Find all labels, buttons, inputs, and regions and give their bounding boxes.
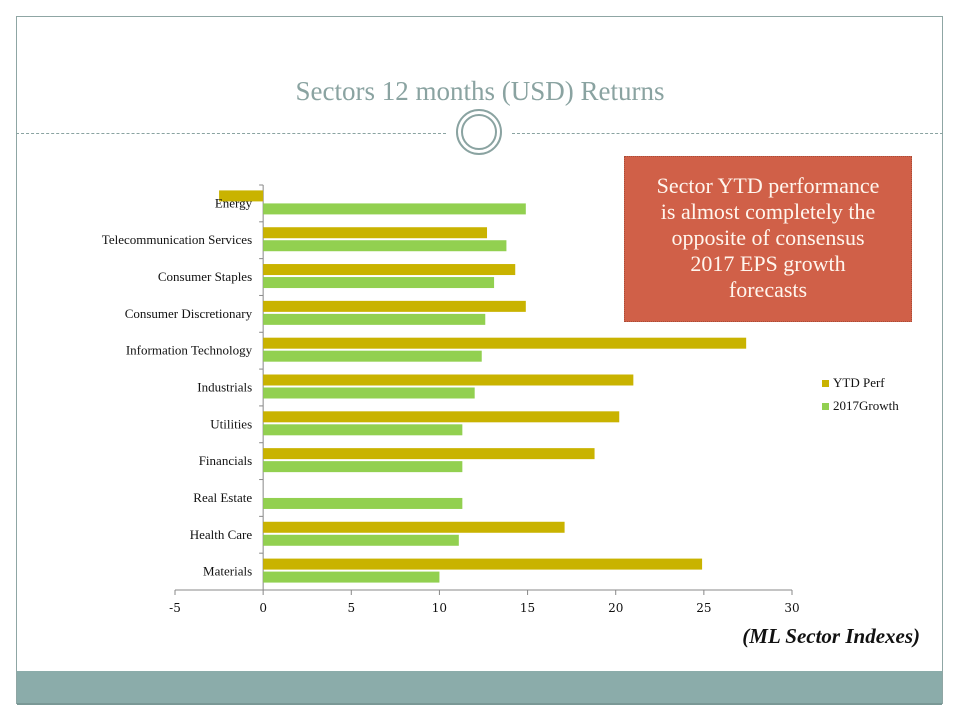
bar-ytd-perf (263, 521, 565, 533)
callout-line: forecasts (728, 277, 808, 302)
category-label: Health Care (190, 527, 253, 542)
ring-ornament-icon (456, 109, 502, 155)
bar-2017-growth (263, 571, 440, 583)
bar-2017-growth (263, 203, 526, 215)
bar-2017-growth (263, 461, 463, 473)
x-tick-label: 5 (347, 601, 355, 615)
callout-line: Sector YTD performance (656, 173, 880, 198)
category-label: Financials (199, 453, 252, 468)
legend-swatch (822, 403, 829, 410)
legend-swatch (822, 380, 829, 387)
category-label: Consumer Discretionary (125, 306, 253, 321)
source-note: (ML Sector Indexes) (742, 624, 920, 648)
x-tick-label: 0 (259, 601, 267, 615)
bar-ytd-perf (263, 411, 620, 423)
bar-ytd-perf (263, 264, 516, 276)
category-label: Real Estate (193, 490, 252, 505)
category-label: Utilities (210, 416, 252, 431)
bar-ytd-perf (263, 558, 703, 570)
x-tick-labels: -5 0 5 10 15 20 25 30 (169, 601, 799, 615)
category-label: Consumer Staples (158, 269, 252, 284)
bar-2017-growth (263, 350, 482, 362)
legend-label: 2017Growth (833, 398, 899, 413)
callout-line: opposite of consensus (671, 225, 865, 250)
x-tick-label: 20 (608, 601, 623, 615)
bar-ytd-perf (263, 227, 488, 239)
callout-line: 2017 EPS growth (690, 251, 846, 276)
bar-2017-growth (263, 424, 463, 436)
x-tick-label: 10 (432, 601, 447, 615)
title-divider-left (16, 133, 446, 134)
category-labels: Energy Telecommunication Services Consumer… (102, 195, 253, 578)
bar-2017-growth (263, 313, 486, 325)
x-tick-label: 25 (696, 601, 711, 615)
chart-legend: YTD Perf 2017Growth (822, 375, 899, 413)
footer-band (17, 671, 942, 705)
legend-label: YTD Perf (833, 375, 885, 390)
bar-ytd-perf (263, 448, 595, 460)
bar-2017-growth (263, 534, 459, 546)
bar-2017-growth (263, 240, 507, 252)
bar-2017-growth (263, 387, 475, 399)
title-divider-right (512, 133, 943, 134)
category-label: Materials (203, 564, 252, 579)
x-tick-label: 30 (784, 601, 799, 615)
x-tick-label: 15 (520, 601, 535, 615)
bar-ytd-perf (219, 190, 264, 202)
slide-title: Sectors 12 months (USD) Returns (295, 76, 665, 106)
category-label: Telecommunication Services (102, 232, 252, 247)
x-tick-label: -5 (169, 601, 181, 615)
category-label: Industrials (197, 380, 252, 395)
bar-ytd-perf (263, 300, 526, 312)
bar-ytd-perf (263, 337, 747, 349)
category-label: Information Technology (126, 343, 253, 358)
callout-line: is almost completely the (660, 199, 876, 224)
bar-ytd-perf (263, 374, 634, 386)
chart-bars (219, 190, 747, 583)
bar-2017-growth (263, 277, 495, 289)
category-label: Energy (215, 195, 253, 210)
callout-box: Sector YTD performance is almost complet… (624, 156, 912, 322)
bar-2017-growth (263, 497, 463, 509)
